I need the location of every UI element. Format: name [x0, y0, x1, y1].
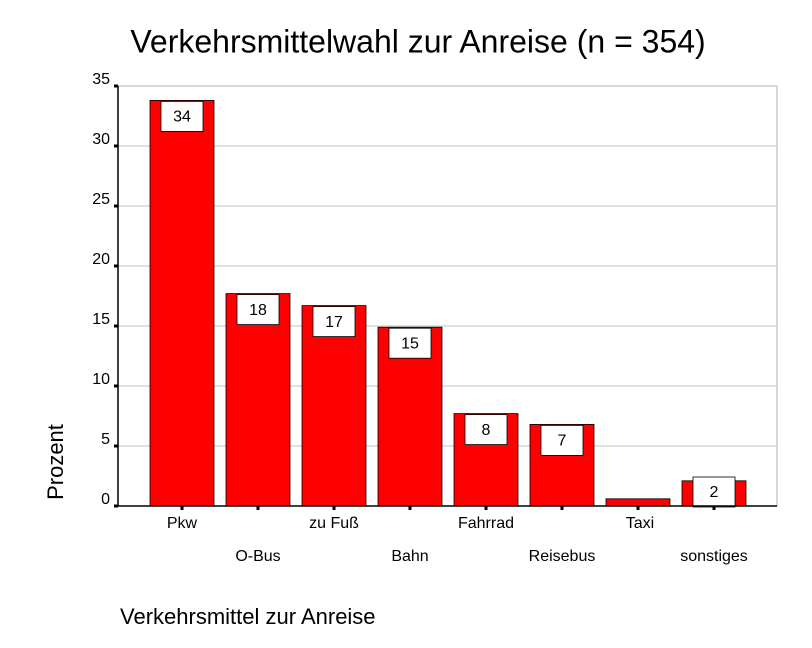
x-tick-label: O-Bus: [235, 548, 280, 565]
bar: [605, 498, 671, 507]
x-tick-label: Taxi: [626, 515, 654, 532]
y-tick-label: 20: [92, 251, 110, 268]
value-label-box: [312, 306, 356, 338]
bar: [149, 100, 215, 507]
value-label-box: [236, 294, 280, 326]
y-tick-label: 5: [101, 431, 110, 448]
value-label: 15: [401, 335, 419, 352]
x-tick-label: zu Fuß: [309, 515, 359, 532]
value-label-box: [540, 424, 584, 456]
value-label-box: [464, 414, 508, 446]
value-label-box: [160, 101, 204, 132]
value-label: 2: [710, 484, 719, 501]
y-axis-label: Prozent: [43, 424, 68, 500]
x-tick-label: Fahrrad: [458, 515, 514, 532]
chart-title: Verkehrsmittelwahl zur Anreise (n = 354): [130, 23, 705, 59]
x-tick-label: Reisebus: [529, 548, 596, 565]
value-label-box: [692, 476, 736, 508]
y-tick-label: 10: [92, 371, 110, 388]
y-tick-label: 30: [92, 131, 110, 148]
x-tick-label: Bahn: [391, 548, 428, 565]
y-tick-label: 35: [92, 71, 110, 88]
x-tick-label: sonstiges: [680, 548, 748, 565]
value-label: 7: [558, 433, 567, 450]
x-tick-label: Pkw: [167, 515, 198, 532]
value-label-box: [388, 327, 432, 359]
y-tick-label: 15: [92, 311, 110, 328]
value-label: 8: [482, 422, 491, 439]
value-label: 34: [173, 109, 191, 126]
value-label: 18: [249, 302, 267, 319]
plot-frame: [117, 85, 778, 507]
y-tick-label: 25: [92, 191, 110, 208]
x-axis-label: Verkehrsmittel zur Anreise: [120, 604, 376, 629]
value-label: 17: [325, 314, 343, 331]
bar: [301, 305, 367, 507]
y-tick-label: 0: [101, 491, 110, 508]
bar: [225, 293, 291, 507]
